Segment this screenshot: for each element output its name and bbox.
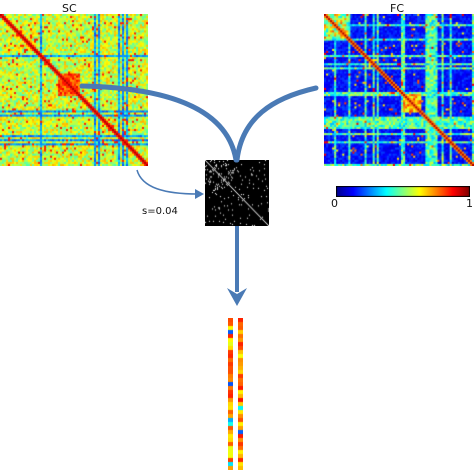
colorbar [336, 186, 470, 197]
arrow-bin-to-vectors-head [227, 288, 247, 306]
arrow-fc-to-bin [234, 85, 319, 163]
sc-title: SC [62, 2, 77, 15]
arrow-sc-sparsity [136, 169, 199, 195]
colorbar-max-label: 1 [466, 197, 473, 210]
feature-vector-2 [238, 318, 243, 470]
arrow-sc-sparsity-head [195, 189, 204, 199]
colorbar-min-label: 0 [331, 197, 338, 210]
fc-title: FC [390, 2, 405, 15]
arrow-sc-to-bin [79, 83, 239, 163]
feature-vector-1 [228, 318, 233, 470]
binary-matrix [205, 160, 269, 226]
sparsity-label: s=0.04 [142, 206, 178, 217]
fc-matrix-heatmap [324, 14, 474, 166]
